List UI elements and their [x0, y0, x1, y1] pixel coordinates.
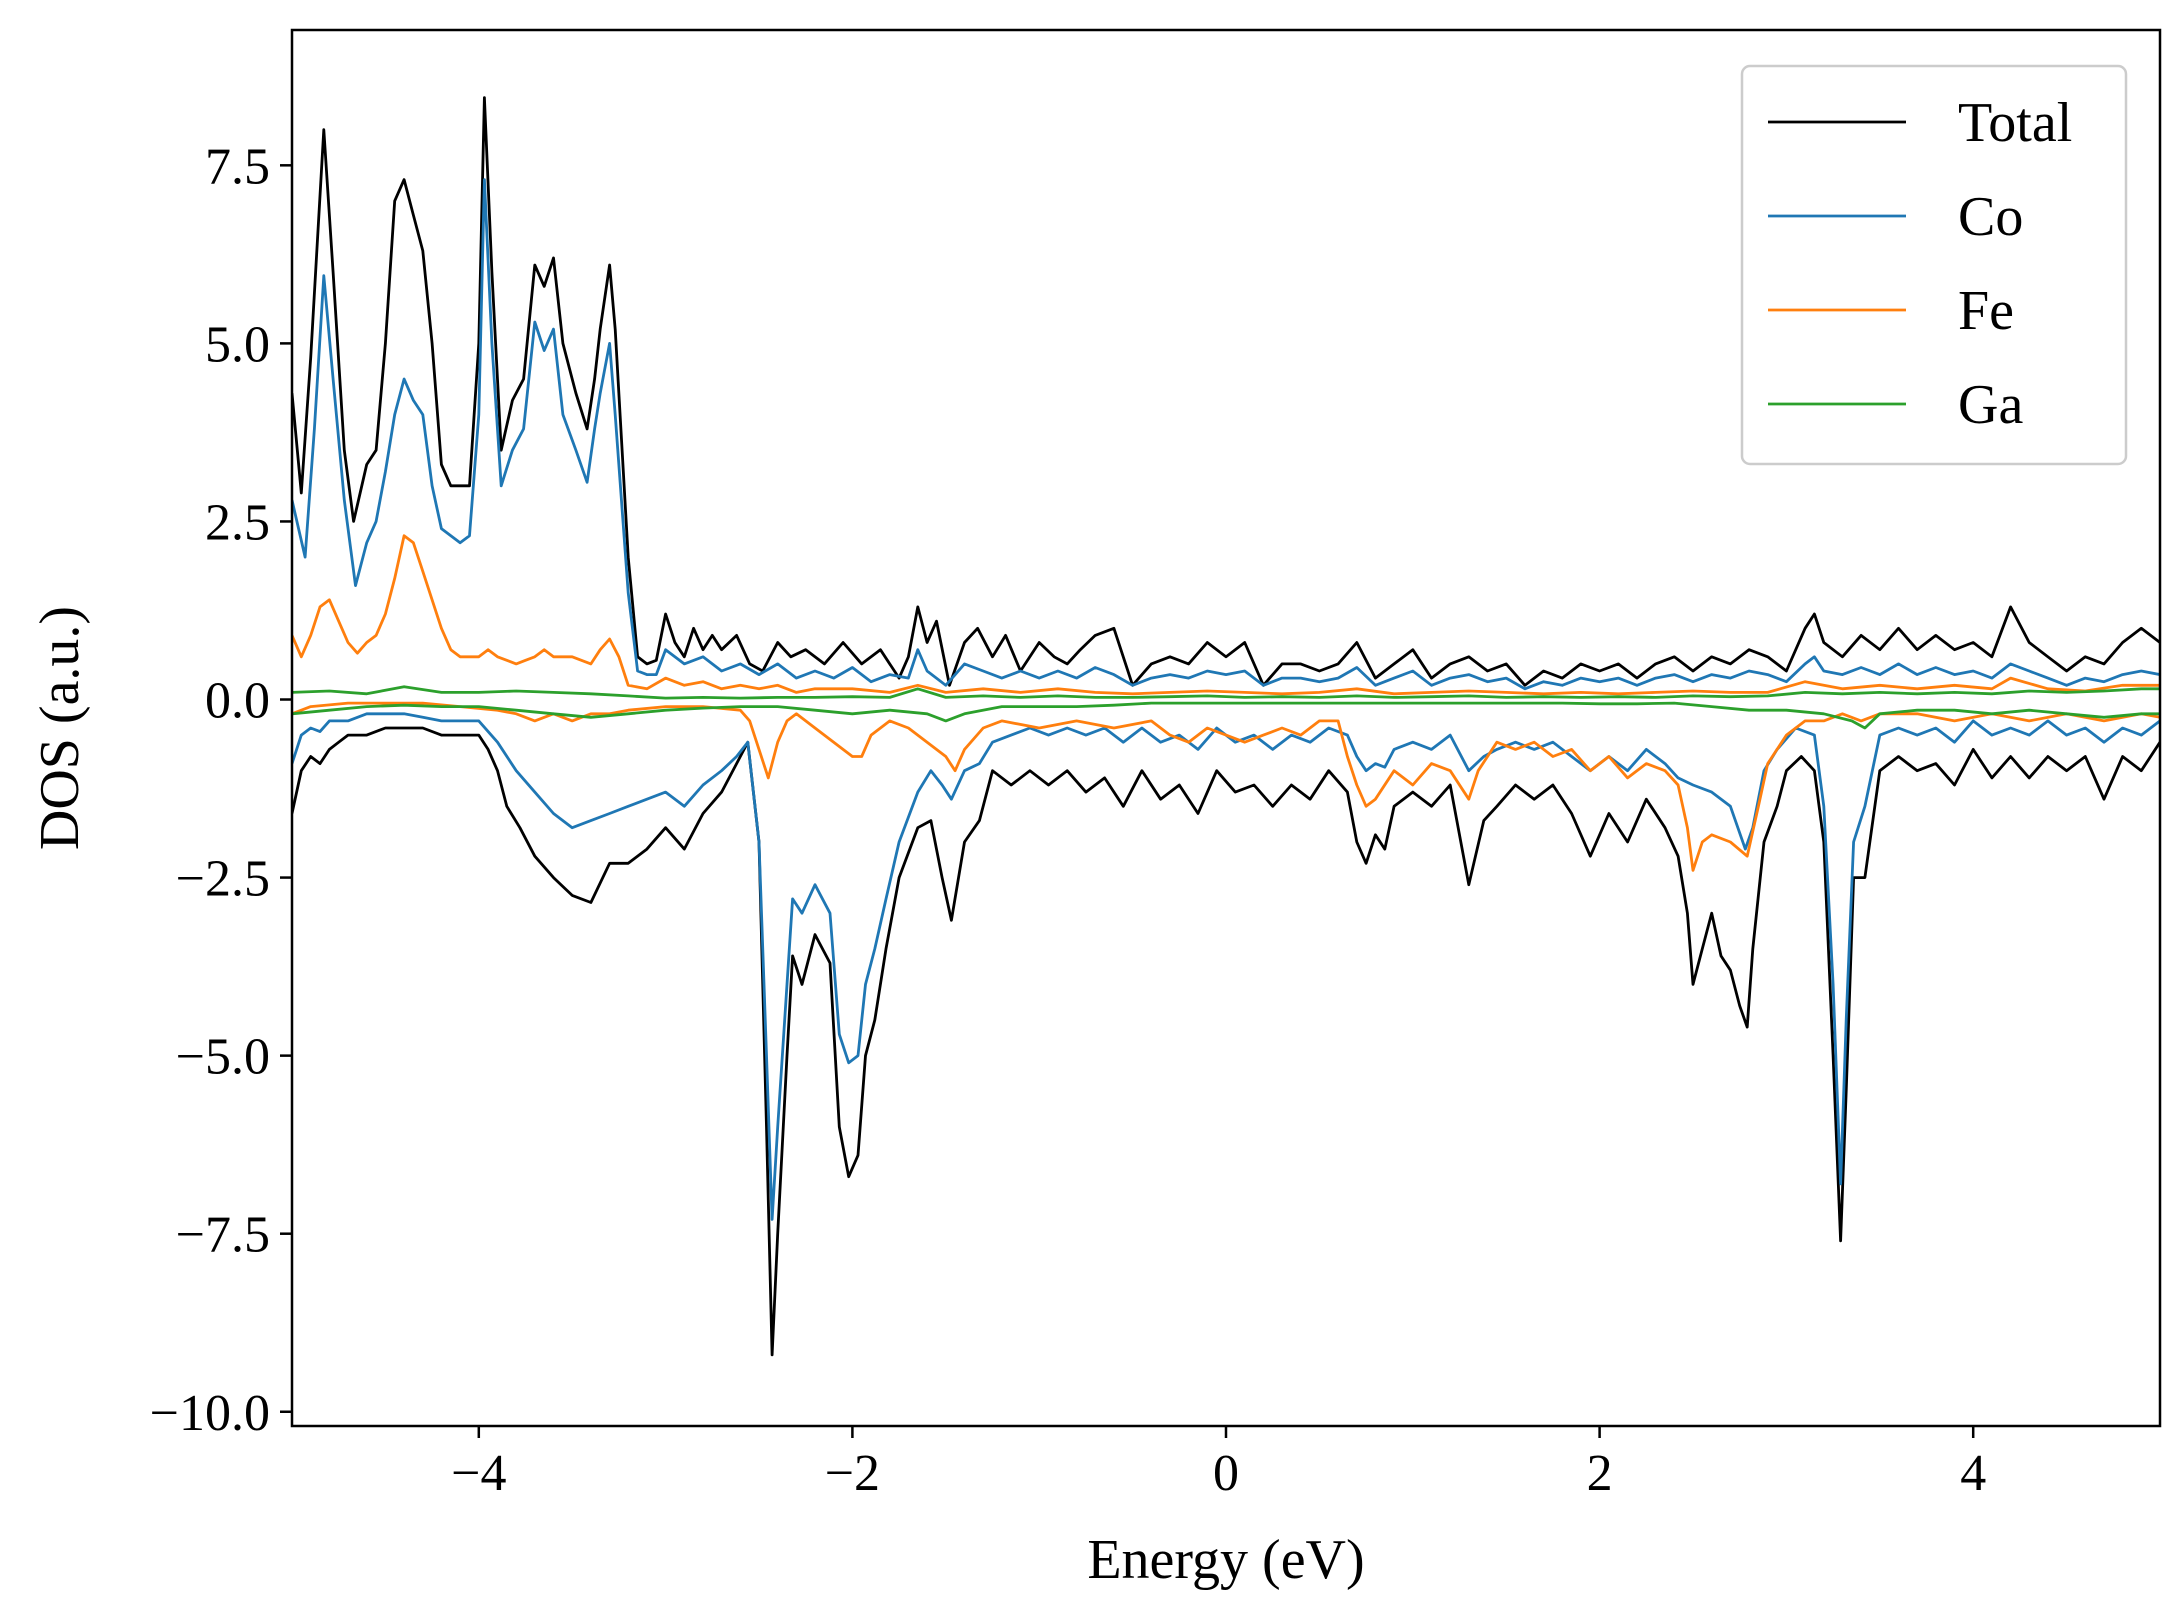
- y-tick-label: −7.5: [176, 1207, 270, 1264]
- y-tick-label: 2.5: [205, 494, 270, 551]
- series-line-total-up: [292, 96, 2160, 687]
- y-tick-label: 7.5: [205, 138, 270, 195]
- y-tick-label: 0.0: [205, 673, 270, 730]
- series-line-ga-down: [292, 701, 2160, 730]
- x-tick-label: −2: [825, 1445, 880, 1502]
- series-line-total-down: [292, 726, 2160, 1357]
- y-tick-label: −10.0: [150, 1385, 270, 1442]
- series-line-co-down: [292, 712, 2160, 1221]
- series-line-ga-up: [292, 685, 2160, 700]
- y-tick-label: 5.0: [205, 316, 270, 373]
- legend-label-fe: Fe: [1958, 280, 2014, 342]
- series-layer: [292, 96, 2160, 1357]
- x-tick-label: 2: [1587, 1445, 1613, 1502]
- y-tick-label: −5.0: [176, 1029, 270, 1086]
- y-tick-label: −2.5: [176, 851, 270, 908]
- x-axis-label: Energy (eV): [1087, 1529, 1364, 1591]
- y-axis-label: DOS (a.u.): [29, 606, 91, 850]
- x-tick-label: −4: [451, 1445, 506, 1502]
- series-line-fe-up: [292, 534, 2160, 696]
- x-axis: −4 −2 0 2 4: [451, 1426, 1986, 1502]
- x-tick-label: 4: [1960, 1445, 1986, 1502]
- legend-box: [1740, 64, 2128, 466]
- legend: Total Co Fe Ga: [1740, 64, 2128, 466]
- legend-label-co: Co: [1958, 186, 2023, 248]
- x-tick-label: 0: [1213, 1445, 1239, 1502]
- y-axis: 7.5 5.0 2.5 0.0 −2.5 −5.0 −7.5 −10.0: [150, 138, 292, 1442]
- legend-label-total: Total: [1958, 92, 2072, 154]
- series-line-co-up: [292, 178, 2160, 691]
- series-line-fe-down: [292, 701, 2160, 872]
- legend-label-ga: Ga: [1958, 374, 2023, 436]
